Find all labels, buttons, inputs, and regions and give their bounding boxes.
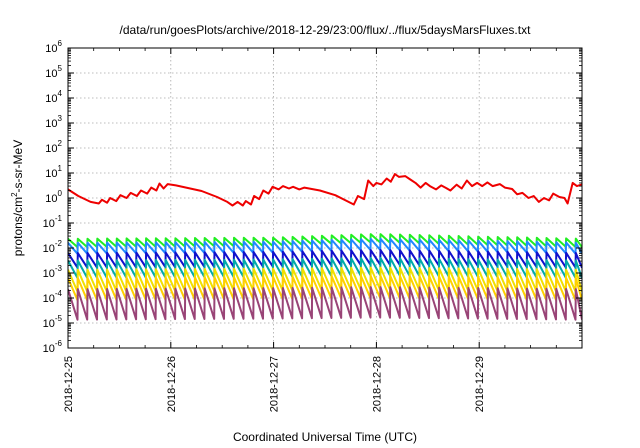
y-axis-label: protons/cm2-s-sr-MeV xyxy=(10,140,25,256)
y-tick-label: 10-6 xyxy=(43,339,63,355)
chart-title: /data/run/goesPlots/archive/2018-12-29/2… xyxy=(120,23,532,37)
y-tick-label: 101 xyxy=(45,164,62,180)
tick-marks xyxy=(67,47,582,349)
y-tick-label: 103 xyxy=(45,114,62,130)
y-tick-label: 106 xyxy=(45,39,62,55)
series-layer xyxy=(68,173,582,321)
x-tick-label: 2018-12-27 xyxy=(269,356,281,412)
y-tick-label: 102 xyxy=(45,139,62,155)
y-tick-label: 10-5 xyxy=(43,314,63,330)
y-tick-label: 10-1 xyxy=(43,214,63,230)
x-tick-label: 2018-12-26 xyxy=(166,356,178,412)
x-tick-label: 2018-12-29 xyxy=(474,356,486,412)
x-tick-label: 2018-12-25 xyxy=(63,356,75,412)
y-tick-labels: 10-6 10-5 10-4 10-3 10-2 10-1 100 101 102 103 104 1… xyxy=(43,39,63,355)
y-tick-label: 10-2 xyxy=(43,239,63,255)
series-line-3 xyxy=(68,237,582,255)
x-tick-labels: 2018-12-25 2018-12-26 2018-12-27 2018-12-28… xyxy=(63,356,486,412)
y-tick-label: 100 xyxy=(45,189,62,205)
y-tick-label: 10-4 xyxy=(43,289,63,305)
y-tick-label: 104 xyxy=(45,89,62,105)
x-axis-label: Coordinated Universal Time (UTC) xyxy=(233,430,417,444)
series-line-1 xyxy=(68,173,582,207)
y-tick-label: 10-3 xyxy=(43,264,63,280)
y-tick-label: 105 xyxy=(45,64,62,80)
series-line-8 xyxy=(68,286,582,321)
x-tick-label: 2018-12-28 xyxy=(371,356,383,412)
